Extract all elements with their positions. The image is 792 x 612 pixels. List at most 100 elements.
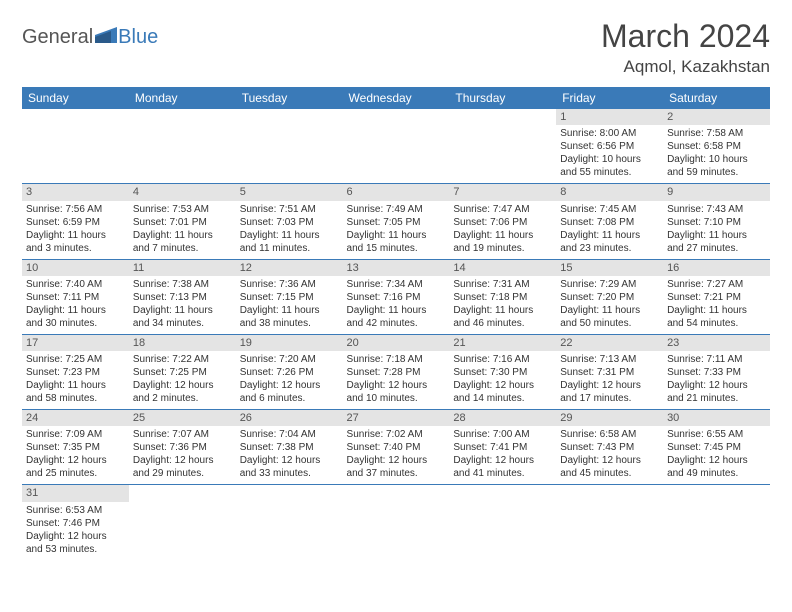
calendar-day-cell: 12Sunrise: 7:36 AMSunset: 7:15 PMDayligh…: [236, 259, 343, 334]
daylight-text: Daylight: 12 hours and 17 minutes.: [560, 379, 659, 405]
day-number: 16: [663, 260, 770, 276]
day-number: 18: [129, 335, 236, 351]
sunset-text: Sunset: 7:45 PM: [667, 441, 766, 454]
day-number: 30: [663, 410, 770, 426]
sunrise-text: Sunrise: 7:45 AM: [560, 203, 659, 216]
sunrise-text: Sunrise: 7:04 AM: [240, 428, 339, 441]
calendar-day-cell: 10Sunrise: 7:40 AMSunset: 7:11 PMDayligh…: [22, 259, 129, 334]
calendar-day-cell: 28Sunrise: 7:00 AMSunset: 7:41 PMDayligh…: [449, 410, 556, 485]
sunrise-text: Sunrise: 7:09 AM: [26, 428, 125, 441]
calendar-day-cell: [129, 485, 236, 560]
sunset-text: Sunset: 7:43 PM: [560, 441, 659, 454]
sunset-text: Sunset: 7:26 PM: [240, 366, 339, 379]
sunset-text: Sunset: 7:38 PM: [240, 441, 339, 454]
sunset-text: Sunset: 7:15 PM: [240, 291, 339, 304]
calendar-day-cell: 18Sunrise: 7:22 AMSunset: 7:25 PMDayligh…: [129, 334, 236, 409]
sunset-text: Sunset: 7:10 PM: [667, 216, 766, 229]
sunset-text: Sunset: 7:13 PM: [133, 291, 232, 304]
sunset-text: Sunset: 7:21 PM: [667, 291, 766, 304]
calendar-day-cell: 23Sunrise: 7:11 AMSunset: 7:33 PMDayligh…: [663, 334, 770, 409]
day-number: 14: [449, 260, 556, 276]
sunrise-text: Sunrise: 7:53 AM: [133, 203, 232, 216]
day-number: 25: [129, 410, 236, 426]
sunrise-text: Sunrise: 7:31 AM: [453, 278, 552, 291]
weekday-header: Sunday: [22, 87, 129, 109]
day-number: 3: [22, 184, 129, 200]
sunrise-text: Sunrise: 7:43 AM: [667, 203, 766, 216]
daylight-text: Daylight: 11 hours and 11 minutes.: [240, 229, 339, 255]
calendar-day-cell: 8Sunrise: 7:45 AMSunset: 7:08 PMDaylight…: [556, 184, 663, 259]
daylight-text: Daylight: 12 hours and 53 minutes.: [26, 530, 125, 556]
sunset-text: Sunset: 6:59 PM: [26, 216, 125, 229]
sunset-text: Sunset: 7:01 PM: [133, 216, 232, 229]
daylight-text: Daylight: 11 hours and 54 minutes.: [667, 304, 766, 330]
logo-text-general: General: [22, 26, 93, 49]
calendar-day-cell: 21Sunrise: 7:16 AMSunset: 7:30 PMDayligh…: [449, 334, 556, 409]
sunrise-text: Sunrise: 7:36 AM: [240, 278, 339, 291]
sunrise-text: Sunrise: 7:51 AM: [240, 203, 339, 216]
calendar-day-cell: 7Sunrise: 7:47 AMSunset: 7:06 PMDaylight…: [449, 184, 556, 259]
sunset-text: Sunset: 7:05 PM: [347, 216, 446, 229]
day-number: 1: [556, 109, 663, 125]
sunrise-text: Sunrise: 7:25 AM: [26, 353, 125, 366]
calendar-day-cell: [449, 485, 556, 560]
day-number: 8: [556, 184, 663, 200]
sunset-text: Sunset: 7:28 PM: [347, 366, 446, 379]
sunrise-text: Sunrise: 7:38 AM: [133, 278, 232, 291]
day-number: 21: [449, 335, 556, 351]
sunrise-text: Sunrise: 7:20 AM: [240, 353, 339, 366]
daylight-text: Daylight: 11 hours and 50 minutes.: [560, 304, 659, 330]
sunset-text: Sunset: 7:31 PM: [560, 366, 659, 379]
daylight-text: Daylight: 12 hours and 14 minutes.: [453, 379, 552, 405]
daylight-text: Daylight: 11 hours and 34 minutes.: [133, 304, 232, 330]
calendar-week-row: 10Sunrise: 7:40 AMSunset: 7:11 PMDayligh…: [22, 259, 770, 334]
day-number: 15: [556, 260, 663, 276]
flag-icon: [95, 26, 117, 49]
calendar-day-cell: 6Sunrise: 7:49 AMSunset: 7:05 PMDaylight…: [343, 184, 450, 259]
daylight-text: Daylight: 11 hours and 7 minutes.: [133, 229, 232, 255]
day-number: 28: [449, 410, 556, 426]
daylight-text: Daylight: 12 hours and 37 minutes.: [347, 454, 446, 480]
day-number: 27: [343, 410, 450, 426]
calendar-day-cell: 2Sunrise: 7:58 AMSunset: 6:58 PMDaylight…: [663, 109, 770, 184]
weekday-header: Tuesday: [236, 87, 343, 109]
weekday-header: Thursday: [449, 87, 556, 109]
daylight-text: Daylight: 12 hours and 29 minutes.: [133, 454, 232, 480]
day-number: 22: [556, 335, 663, 351]
sunrise-text: Sunrise: 6:53 AM: [26, 504, 125, 517]
day-number: 23: [663, 335, 770, 351]
sunset-text: Sunset: 7:03 PM: [240, 216, 339, 229]
weekday-header: Friday: [556, 87, 663, 109]
day-number: 5: [236, 184, 343, 200]
sunrise-text: Sunrise: 8:00 AM: [560, 127, 659, 140]
calendar-day-cell: [129, 109, 236, 184]
daylight-text: Daylight: 12 hours and 6 minutes.: [240, 379, 339, 405]
day-number: 31: [22, 485, 129, 501]
day-number: 4: [129, 184, 236, 200]
day-number: 10: [22, 260, 129, 276]
day-number: 7: [449, 184, 556, 200]
sunset-text: Sunset: 7:20 PM: [560, 291, 659, 304]
sunset-text: Sunset: 7:18 PM: [453, 291, 552, 304]
daylight-text: Daylight: 11 hours and 23 minutes.: [560, 229, 659, 255]
day-number: 12: [236, 260, 343, 276]
sunrise-text: Sunrise: 7:34 AM: [347, 278, 446, 291]
calendar-day-cell: 22Sunrise: 7:13 AMSunset: 7:31 PMDayligh…: [556, 334, 663, 409]
sunrise-text: Sunrise: 6:58 AM: [560, 428, 659, 441]
calendar-body: 1Sunrise: 8:00 AMSunset: 6:56 PMDaylight…: [22, 109, 770, 560]
sunrise-text: Sunrise: 7:49 AM: [347, 203, 446, 216]
sunrise-text: Sunrise: 7:02 AM: [347, 428, 446, 441]
daylight-text: Daylight: 12 hours and 41 minutes.: [453, 454, 552, 480]
calendar-day-cell: 16Sunrise: 7:27 AMSunset: 7:21 PMDayligh…: [663, 259, 770, 334]
daylight-text: Daylight: 12 hours and 10 minutes.: [347, 379, 446, 405]
calendar-day-cell: [663, 485, 770, 560]
calendar-week-row: 24Sunrise: 7:09 AMSunset: 7:35 PMDayligh…: [22, 410, 770, 485]
sunset-text: Sunset: 7:06 PM: [453, 216, 552, 229]
title-block: March 2024 Aqmol, Kazakhstan: [601, 18, 770, 77]
calendar-week-row: 17Sunrise: 7:25 AMSunset: 7:23 PMDayligh…: [22, 334, 770, 409]
sunrise-text: Sunrise: 7:56 AM: [26, 203, 125, 216]
sunrise-text: Sunrise: 7:40 AM: [26, 278, 125, 291]
calendar-day-cell: 24Sunrise: 7:09 AMSunset: 7:35 PMDayligh…: [22, 410, 129, 485]
sunset-text: Sunset: 7:41 PM: [453, 441, 552, 454]
calendar-day-cell: [343, 485, 450, 560]
